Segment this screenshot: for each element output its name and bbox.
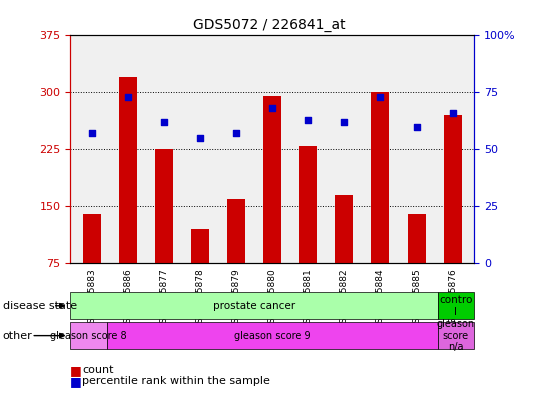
Bar — [299, 145, 317, 263]
Bar — [155, 149, 173, 263]
Text: gleason score 8: gleason score 8 — [50, 331, 127, 341]
Point — [160, 119, 168, 125]
Bar — [119, 77, 137, 263]
Text: count: count — [82, 365, 114, 375]
Bar — [191, 229, 209, 263]
Bar — [335, 195, 354, 263]
Bar — [227, 199, 245, 263]
Text: other: other — [3, 331, 32, 341]
Bar — [371, 92, 390, 263]
Text: percentile rank within the sample: percentile rank within the sample — [82, 376, 271, 386]
Point — [123, 94, 132, 100]
Bar — [263, 96, 281, 263]
Bar — [444, 115, 462, 263]
Text: ■: ■ — [70, 364, 82, 377]
Point — [340, 119, 349, 125]
Point — [232, 130, 240, 136]
Text: GDS5072 / 226841_at: GDS5072 / 226841_at — [193, 18, 346, 32]
Point — [412, 123, 421, 130]
Point — [196, 135, 204, 141]
Text: prostate cancer: prostate cancer — [213, 301, 295, 311]
Point — [304, 117, 313, 123]
Point — [448, 110, 457, 116]
Text: disease state: disease state — [3, 301, 77, 311]
Text: gleason score 9: gleason score 9 — [234, 331, 310, 341]
Point — [376, 94, 385, 100]
Point — [87, 130, 96, 136]
Bar — [82, 214, 101, 263]
Bar — [407, 214, 426, 263]
Text: ■: ■ — [70, 375, 82, 388]
Text: gleason
score
n/a: gleason score n/a — [437, 319, 475, 352]
Point — [268, 105, 277, 112]
Text: contro
l: contro l — [439, 295, 473, 316]
